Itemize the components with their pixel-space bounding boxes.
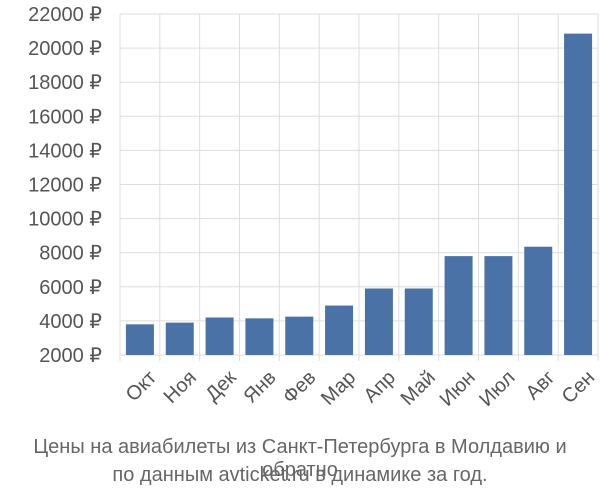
x-tick-label: Ноя [160,367,201,408]
x-tick-label: Июл [475,367,519,411]
y-tick-label: 6000 ₽ [39,277,102,299]
y-tick-label: 16000 ₽ [28,106,102,128]
y-tick-label: 22000 ₽ [28,4,102,26]
bar [524,246,553,355]
y-tick-label: 4000 ₽ [39,311,102,333]
x-tick-label: Дек [202,366,241,405]
bar [325,305,354,355]
chart-caption-line-2: по данным avticket.ru в динамике за год. [112,464,488,486]
bar [404,288,433,355]
bar [125,324,154,355]
x-tick-label: Янв [239,367,280,408]
x-tick-label: Июн [436,367,480,411]
bar [285,316,314,355]
grid-lines [119,13,599,361]
x-tick-label: Май [397,367,440,410]
y-tick-label: 8000 ₽ [39,243,102,265]
x-tick-label: Апр [360,367,401,408]
bar [444,256,473,355]
bars [125,33,593,356]
y-tick-label: 12000 ₽ [28,175,102,197]
bar [564,33,593,356]
bar-chart: 2000 ₽ 4000 ₽ 6000 ₽ 8000 ₽ 10000 ₽ 12000 ₽ 14… [28,4,600,411]
bar [165,322,194,355]
chart-caption-line-1: Цены на авиабилеты из Санкт-Петербурга в… [33,436,567,481]
y-tick-label: 2000 ₽ [39,345,102,367]
y-tick-label: 14000 ₽ [28,140,102,162]
x-tick-label: Мар [317,367,360,410]
y-tick-label: 18000 ₽ [28,72,102,94]
bar [364,288,393,355]
x-tick-label: Фев [279,367,321,409]
bar [484,256,513,355]
bar [205,317,234,355]
x-tick-label: Авг [522,367,560,405]
y-axis-tick-labels: 2000 ₽ 4000 ₽ 6000 ₽ 8000 ₽ 10000 ₽ 12000 ₽ 14… [28,4,102,367]
x-tick-label: Сен [558,367,599,408]
y-tick-label: 20000 ₽ [28,38,102,60]
y-tick-label: 10000 ₽ [28,209,102,231]
bar [245,318,274,355]
x-tick-label: Окт [122,367,161,406]
